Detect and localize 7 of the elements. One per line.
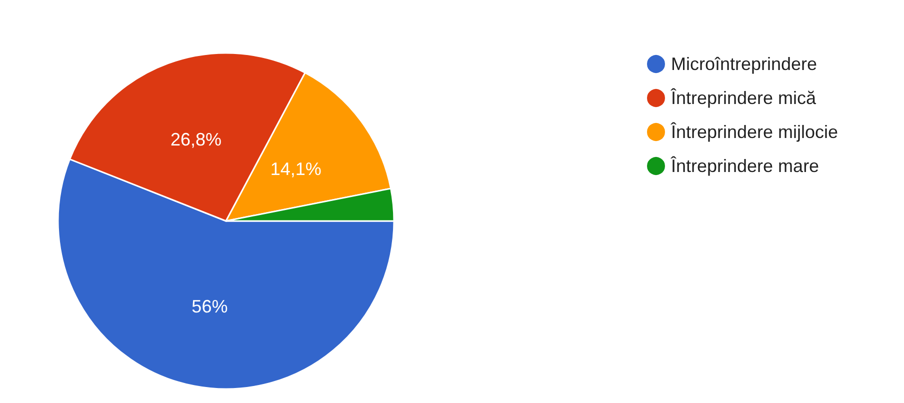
legend-label: Microîntreprindere xyxy=(671,54,818,74)
legend-label: Întreprindere mare xyxy=(670,156,820,176)
data-label: 56% xyxy=(192,296,228,316)
data-label: 26,8% xyxy=(170,129,222,150)
legend-label: Întreprindere mică xyxy=(670,88,818,108)
data-label: 14,1% xyxy=(270,159,322,180)
legend-label: Întreprindere mijlocie xyxy=(670,122,838,142)
